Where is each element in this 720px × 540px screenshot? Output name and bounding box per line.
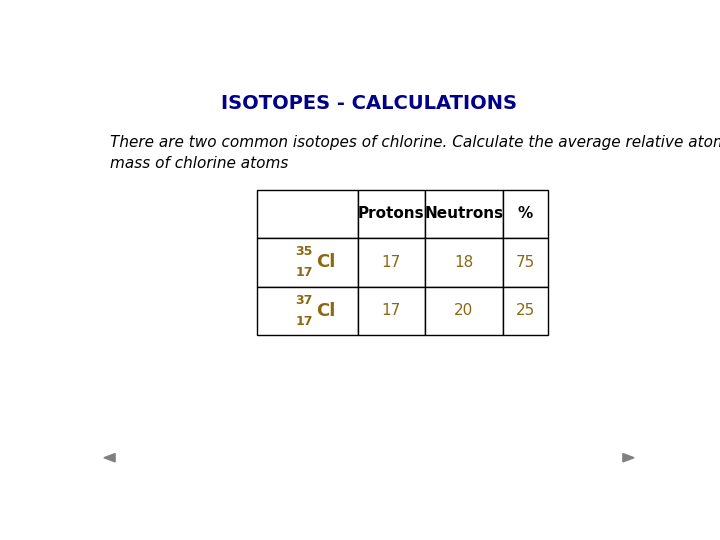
Bar [358,287,425,335]
Bar [425,190,503,238]
Bar [503,287,547,335]
Text: There are two common isotopes of chlorine. Calculate the average relative atomic: There are two common isotopes of chlorin… [109,136,720,172]
Text: 35: 35 [295,245,313,258]
Text: 17: 17 [382,255,401,270]
Text: 18: 18 [454,255,474,270]
Bar [503,238,547,287]
Text: 25: 25 [516,303,535,318]
Text: 17: 17 [295,266,313,280]
Text: 17: 17 [382,303,401,318]
Polygon shape [623,454,634,462]
Text: Cl: Cl [315,302,335,320]
Bar [503,190,547,238]
Text: Protons: Protons [358,206,425,221]
Bar [258,238,358,287]
Bar [358,238,425,287]
Text: 75: 75 [516,255,535,270]
Bar [358,190,425,238]
Text: 20: 20 [454,303,474,318]
Text: 37: 37 [295,294,313,307]
Text: %: % [518,206,533,221]
Text: ISOTOPES - CALCULATIONS: ISOTOPES - CALCULATIONS [221,94,517,113]
Bar [425,238,503,287]
Polygon shape [104,454,115,462]
Text: Neutrons: Neutrons [424,206,503,221]
Text: Cl: Cl [315,253,335,271]
Bar [425,287,503,335]
Bar [258,190,358,238]
Text: 17: 17 [295,315,313,328]
Bar [258,287,358,335]
